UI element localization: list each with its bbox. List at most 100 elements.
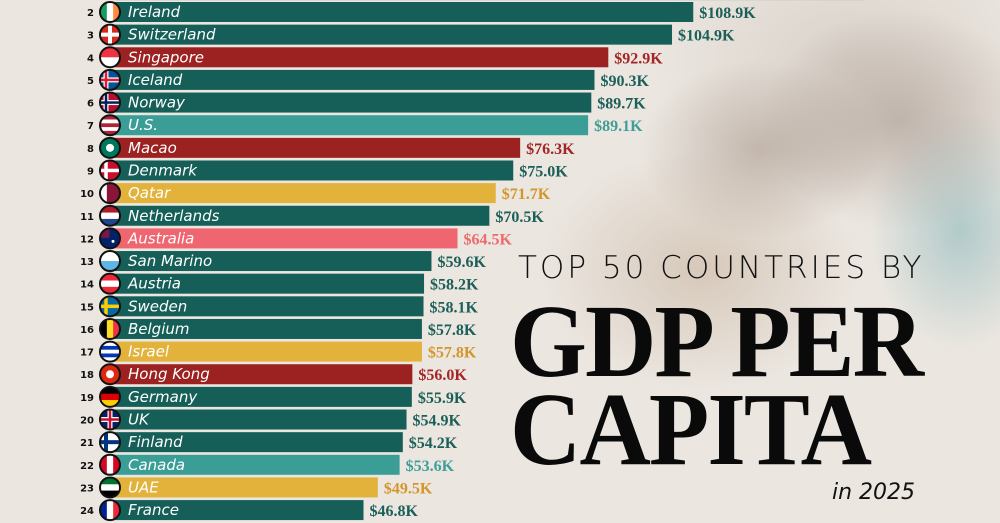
value-label: $108.9K — [699, 5, 756, 22]
flag-icon-uk — [100, 410, 120, 430]
country-label: Germany — [128, 388, 198, 406]
country-label: Austria — [127, 275, 181, 293]
value-label: $75.0K — [519, 163, 568, 180]
rank-label: 4 — [87, 53, 94, 64]
country-label: Finland — [128, 433, 183, 451]
value-label: $104.9K — [678, 28, 735, 45]
country-label: Israel — [128, 343, 170, 361]
rank-label: 15 — [80, 302, 94, 313]
value-label: $46.8K — [370, 503, 419, 520]
value-label: $56.0K — [418, 367, 467, 384]
bar — [115, 477, 378, 498]
value-label: $71.7K — [502, 186, 551, 203]
flag-icon-sweden — [100, 296, 120, 316]
bar-row: 4 Singapore $92.9K — [87, 46, 663, 69]
bar — [115, 432, 403, 453]
bar — [115, 318, 422, 339]
bar-row: 9 Denmark $75.0K — [87, 159, 568, 182]
country-label: Denmark — [128, 161, 198, 179]
bar — [115, 500, 364, 521]
rank-label: 11 — [80, 212, 94, 223]
bar-row: 11 Netherlands $70.5K — [80, 204, 544, 227]
bar-row: 13 San Marino $59.6K — [80, 250, 486, 273]
bar — [115, 160, 514, 181]
value-label: $58.2K — [430, 277, 479, 294]
value-label: $57.8K — [428, 345, 477, 362]
bar — [115, 24, 673, 45]
rank-label: 8 — [87, 144, 94, 155]
rank-label: 5 — [87, 76, 94, 87]
rank-label: 17 — [80, 348, 94, 359]
flag-icon-uae — [100, 477, 120, 497]
country-label: Hong Kong — [128, 365, 210, 383]
rank-label: 3 — [87, 31, 94, 42]
flag-icon-canada — [100, 455, 120, 475]
bar-row: 15 Sweden $58.1K — [80, 295, 479, 318]
bar — [115, 409, 407, 430]
value-label: $64.5K — [463, 231, 512, 248]
bar-row: 20 UK $54.9K — [80, 408, 462, 431]
bar — [115, 364, 413, 385]
bar-row: 12 Australia $64.5K — [80, 227, 512, 250]
bar-row: 23 UAE $49.5K — [80, 476, 433, 499]
rank-label: 9 — [87, 166, 94, 177]
flag-icon-hong-kong — [100, 364, 120, 384]
flag-icon-macao — [100, 138, 120, 158]
country-label: France — [128, 501, 179, 519]
rank-label: 7 — [87, 121, 94, 132]
flag-icon-netherlands — [100, 206, 120, 226]
bar — [115, 273, 425, 294]
value-label: $92.9K — [614, 50, 663, 67]
rank-label: 12 — [80, 234, 94, 245]
country-label: Canada — [128, 456, 185, 474]
rank-label: 21 — [80, 438, 94, 449]
flag-icon-iceland — [100, 70, 120, 90]
bar-row: 18 Hong Kong $56.0K — [80, 363, 467, 386]
bar — [115, 92, 592, 113]
flag-icon-norway — [100, 93, 120, 113]
bar — [115, 69, 595, 90]
value-label: $54.2K — [409, 435, 458, 452]
value-label: $53.6K — [406, 458, 455, 475]
flag-icon-ireland — [100, 2, 120, 22]
country-label: Singapore — [128, 48, 204, 66]
rank-label: 22 — [80, 461, 94, 472]
bar — [115, 137, 521, 158]
bar — [115, 47, 609, 68]
country-label: San Marino — [128, 252, 212, 270]
bar — [115, 2, 694, 22]
bar — [115, 183, 496, 204]
bar — [115, 205, 490, 226]
bar-row: 17 Israel $57.8K — [80, 340, 477, 363]
bar — [115, 386, 412, 407]
bar-row: 22 Canada $53.6K — [80, 453, 455, 476]
value-label: $55.9K — [418, 390, 467, 407]
country-label: Ireland — [128, 3, 181, 21]
bar-row: 7 U.S. $89.1K — [87, 114, 643, 137]
country-label: UAE — [128, 478, 159, 496]
bar-row: 3 Switzerland $104.9K — [87, 23, 735, 46]
bar — [115, 115, 589, 136]
value-label: $70.5K — [495, 209, 544, 226]
rank-label: 24 — [80, 506, 94, 517]
bar-row: 10 Qatar $71.7K — [80, 182, 551, 205]
value-label: $89.1K — [594, 118, 643, 135]
bar-row: 14 Austria $58.2K — [80, 272, 479, 295]
value-label: $57.8K — [428, 322, 477, 339]
flag-icon-switzerland — [100, 25, 120, 45]
rank-label: 13 — [80, 257, 94, 268]
value-label: $54.9K — [413, 413, 462, 430]
bar-row: 5 Iceland $90.3K — [87, 68, 649, 91]
flag-icon-qatar — [100, 183, 120, 203]
value-label: $90.3K — [600, 73, 649, 90]
bar-row: 19 Germany $55.9K — [80, 385, 467, 408]
country-label: Norway — [128, 94, 186, 112]
rank-label: 20 — [80, 416, 94, 427]
value-label: $76.3K — [526, 141, 575, 158]
value-label: $58.1K — [430, 299, 479, 316]
value-label: $49.5K — [384, 480, 433, 497]
rank-label: 18 — [80, 370, 94, 381]
country-label: Iceland — [128, 71, 183, 89]
flag-icon-singapore — [100, 47, 120, 67]
